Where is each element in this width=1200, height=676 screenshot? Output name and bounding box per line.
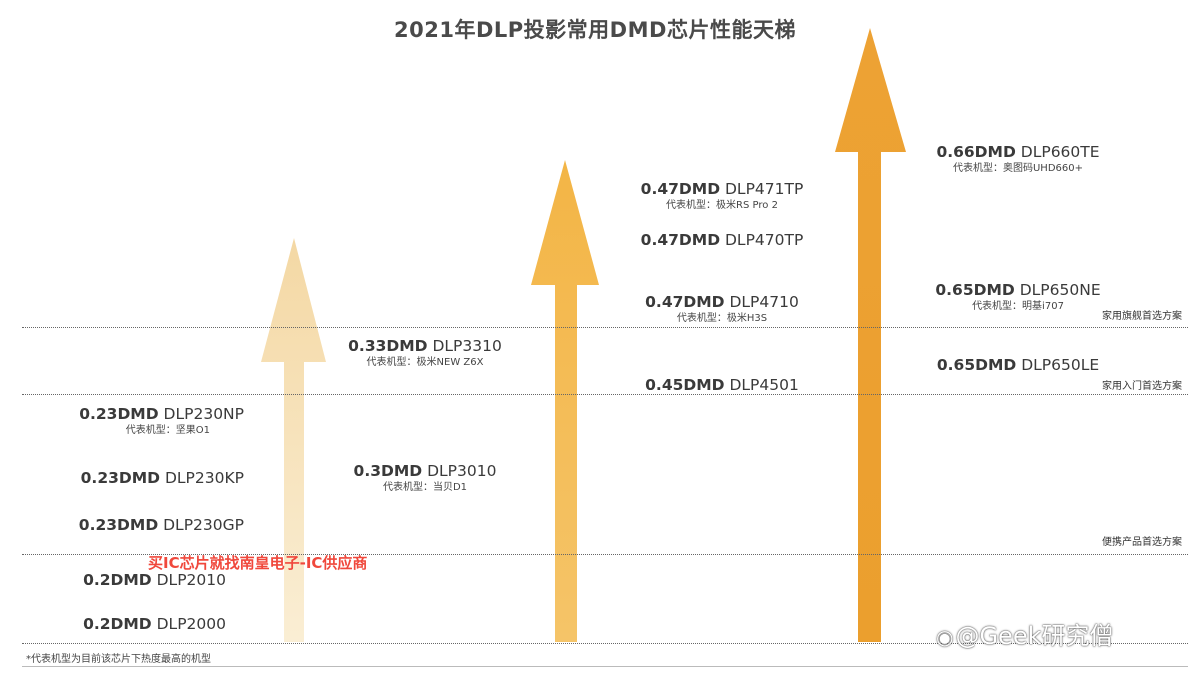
chip-dlp470tp: 0.47DMD DLP470TP [622, 231, 822, 249]
divider-entry [22, 394, 1188, 395]
weibo-logo-icon: ◉ [936, 625, 953, 649]
chip-dlp230kp: 0.23DMD DLP230KP [81, 469, 244, 487]
chip-dlp230gp: 0.23DMD DLP230GP [79, 516, 244, 534]
divider-flagship [22, 327, 1188, 328]
category-flagship: 家用旗舰首选方案 [1102, 307, 1182, 322]
category-portable: 便携产品首选方案 [1102, 533, 1182, 548]
watermark: ◉@Geek研究僧 [936, 616, 1113, 651]
chip-dlp4710: 0.47DMD DLP4710 代表机型：极米H3S [622, 293, 822, 325]
chip-dlp650ne: 0.65DMD DLP650NE 代表机型：明基i707 [918, 281, 1118, 313]
footnote: *代表机型为目前该芯片下热度最高的机型 [26, 650, 211, 665]
chip-dlp650le: 0.65DMD DLP650LE [918, 356, 1118, 374]
footer-rule [22, 666, 1188, 667]
chip-dlp4501: 0.45DMD DLP4501 [622, 376, 822, 394]
chip-dlp2000: 0.2DMD DLP2000 [83, 615, 226, 633]
chip-dlp3010: 0.3DMD DLP3010 代表机型：当贝D1 [340, 462, 510, 494]
promo-text: 买IC芯片就找南皇电子-IC供应商 [148, 552, 367, 573]
chip-dlp2010: 0.2DMD DLP2010 [83, 571, 226, 589]
chip-dlp471tp: 0.47DMD DLP471TP 代表机型：极米RS Pro 2 [622, 180, 822, 212]
chip-dlp3310: 0.33DMD DLP3310 代表机型：极米NEW Z6X [340, 337, 510, 369]
category-entry: 家用入门首选方案 [1102, 377, 1182, 392]
arrow-entry-tier [261, 238, 326, 642]
arrow-mid-tier [531, 160, 599, 642]
chip-dlp230np: 0.23DMD DLP230NP 代表机型：坚果O1 [79, 405, 244, 437]
chip-dlp660te: 0.66DMD DLP660TE 代表机型：奥图码UHD660+ [918, 143, 1118, 175]
arrow-top-tier [835, 28, 906, 642]
